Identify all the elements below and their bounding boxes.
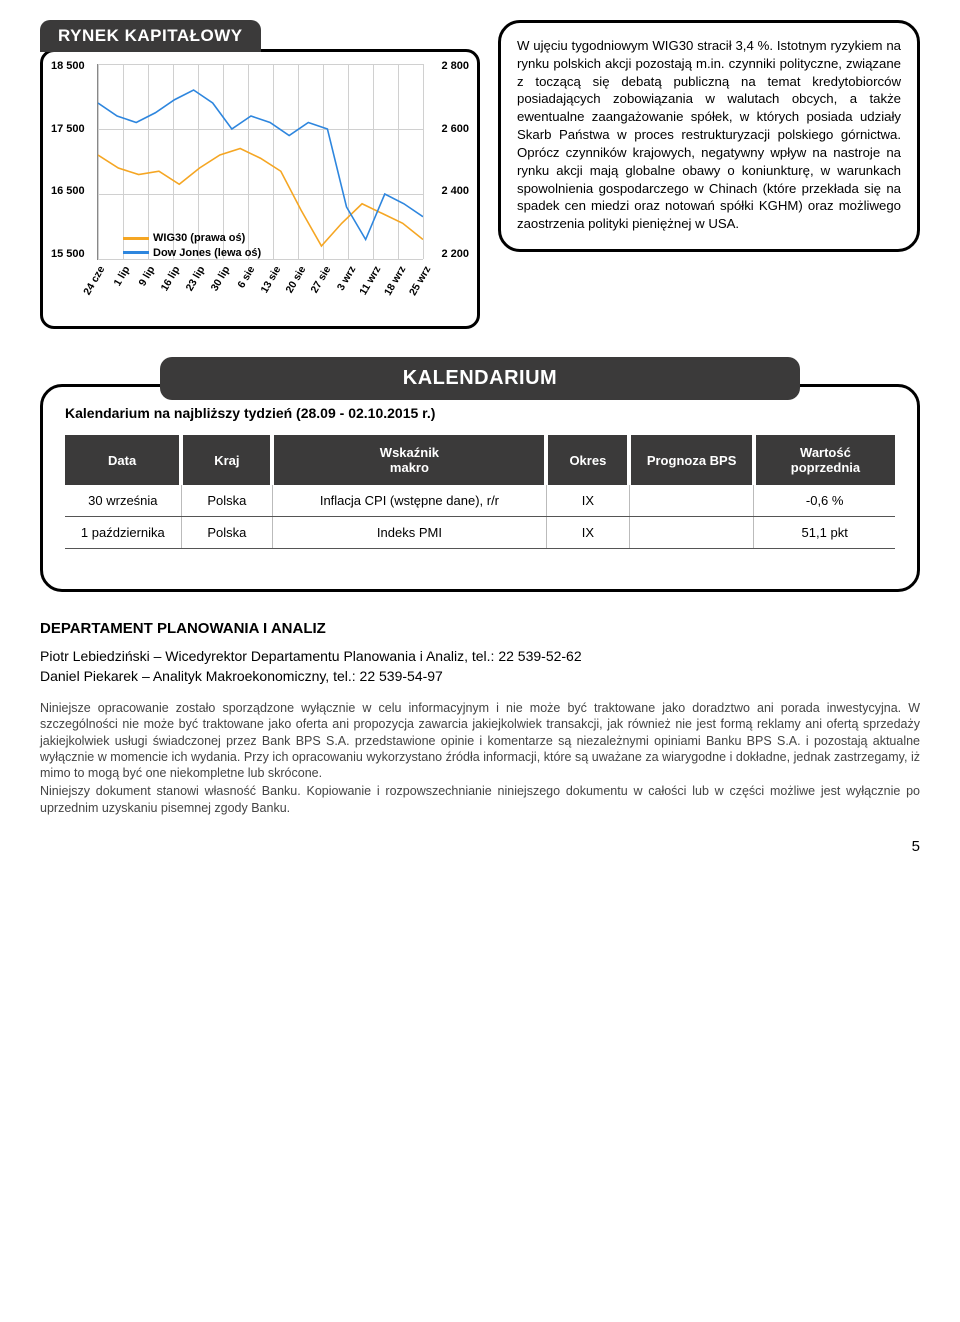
legend-label: Dow Jones (lewa oś)	[153, 246, 261, 260]
x-tick: 24 cze	[81, 264, 107, 297]
table-header-cell: Wartośćpoprzednia	[754, 435, 895, 485]
table-cell: 1 października	[65, 517, 181, 549]
disclaimer-paragraph: Niniejsze opracowanie zostało sporządzon…	[40, 700, 920, 781]
table-row: 1 październikaPolskaIndeks PMIIX 51,1 pkt	[65, 517, 895, 549]
table-header-cell: Wskaźnikmakro	[272, 435, 546, 485]
legend-item: Dow Jones (lewa oś)	[123, 246, 261, 260]
table-cell: IX	[546, 517, 629, 549]
legend-item: WIG30 (prawa oś)	[123, 231, 261, 245]
contact-line: Piotr Lebiedziński – Wicedyrektor Depart…	[40, 647, 920, 667]
table-header-cell: Kraj	[181, 435, 272, 485]
x-tick: 9 lip	[137, 264, 158, 288]
x-tick: 27 sie	[308, 264, 333, 295]
table-row: 30 wrześniaPolskaInflacja CPI (wstępne d…	[65, 485, 895, 517]
wig30-dow-chart: 18 500 17 500 16 500 15 500 2 800 2 600 2 400…	[49, 60, 471, 320]
legend-swatch	[123, 251, 149, 254]
table-header-cell: Okres	[546, 435, 629, 485]
y-axis-right: 2 800 2 600 2 400 2 200	[425, 60, 469, 260]
y-left-tick: 16 500	[51, 185, 95, 197]
x-tick: 23 lip	[184, 264, 208, 293]
department-contacts: Piotr Lebiedziński – Wicedyrektor Depart…	[40, 647, 920, 686]
y-right-tick: 2 600	[425, 123, 469, 135]
x-tick: 18 wrz	[382, 264, 408, 298]
y-right-tick: 2 800	[425, 60, 469, 72]
table-cell	[629, 485, 754, 517]
x-tick: 13 sie	[258, 264, 283, 295]
table-header-cell: Data	[65, 435, 181, 485]
summary-text: W ujęciu tygodniowym WIG30 stracił 3,4 %…	[517, 37, 901, 233]
table-cell: -0,6 %	[754, 485, 895, 517]
table-cell: Indeks PMI	[272, 517, 546, 549]
y-left-tick: 17 500	[51, 123, 95, 135]
page-number: 5	[40, 838, 920, 855]
contact-line: Daniel Piekarek – Analityk Makroekonomic…	[40, 667, 920, 687]
table-cell	[629, 517, 754, 549]
x-tick: 20 sie	[283, 264, 308, 295]
summary-bubble: W ujęciu tygodniowym WIG30 stracił 3,4 %…	[498, 20, 920, 252]
disclaimer-text: Niniejsze opracowanie zostało sporządzon…	[40, 700, 920, 816]
department-section: DEPARTAMENT PLANOWANIA I ANALIZ Piotr Le…	[40, 620, 920, 816]
legend-swatch	[123, 237, 149, 240]
table-header-cell: Prognoza BPS	[629, 435, 754, 485]
x-tick: 30 lip	[209, 264, 233, 293]
legend-label: WIG30 (prawa oś)	[153, 231, 245, 245]
chart-legend: WIG30 (prawa oś)Dow Jones (lewa oś)	[123, 231, 261, 260]
department-title: DEPARTAMENT PLANOWANIA I ANALIZ	[40, 620, 920, 637]
x-tick: 3 wrz	[335, 264, 359, 293]
kalendarium-panel: Kalendarium na najbliższy tydzień (28.09…	[40, 384, 920, 592]
table-cell: Polska	[181, 517, 272, 549]
y-right-tick: 2 400	[425, 185, 469, 197]
kalendarium-subtitle: Kalendarium na najbliższy tydzień (28.09…	[65, 405, 895, 421]
section-tab-kalendarium: KALENDARIUM	[160, 357, 800, 400]
table-cell: 30 września	[65, 485, 181, 517]
y-right-tick: 2 200	[425, 248, 469, 260]
table-cell: 51,1 pkt	[754, 517, 895, 549]
y-left-tick: 15 500	[51, 248, 95, 260]
chart-panel: 18 500 17 500 16 500 15 500 2 800 2 600 2 400…	[40, 49, 480, 329]
x-tick: 16 lip	[159, 264, 183, 293]
y-left-tick: 18 500	[51, 60, 95, 72]
table-cell: IX	[546, 485, 629, 517]
x-tick: 1 lip	[112, 264, 133, 288]
kalendarium-table: DataKrajWskaźnikmakroOkresPrognoza BPSWa…	[65, 435, 895, 549]
x-tick: 11 wrz	[357, 264, 383, 297]
section-tab-rynek: RYNEK KAPITAŁOWY	[40, 20, 261, 52]
disclaimer-paragraph: Niniejszy dokument stanowi własność Bank…	[40, 783, 920, 816]
x-axis: 24 cze1 lip9 lip16 lip23 lip30 lip6 sie1…	[97, 264, 423, 316]
x-tick: 6 sie	[236, 264, 258, 290]
table-cell: Inflacja CPI (wstępne dane), r/r	[272, 485, 546, 517]
x-tick: 25 wrz	[407, 264, 433, 298]
table-cell: Polska	[181, 485, 272, 517]
y-axis-left: 18 500 17 500 16 500 15 500	[51, 60, 95, 260]
